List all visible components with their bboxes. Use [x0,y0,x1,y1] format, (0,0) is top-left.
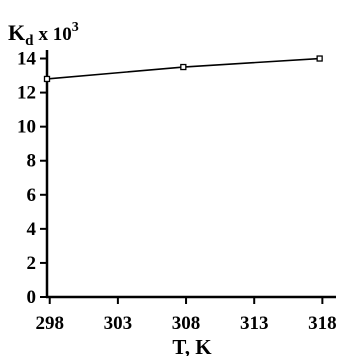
y-axis-title-base: K [8,20,25,45]
y-tick-label: 8 [27,151,37,172]
y-tick-label: 4 [27,219,37,240]
y-tick-label: 10 [17,117,36,138]
x-tick-label: 313 [240,313,269,334]
y-tick-label: 2 [27,253,37,274]
data-point [316,55,323,62]
y-ticks: 0 2 4 6 8 10 12 14 [17,49,47,308]
x-axis-title: T, K [172,335,212,356]
y-tick-label: 12 [17,83,36,104]
y-tick-label: 6 [27,185,37,206]
x-tick-label: 303 [104,313,133,334]
data-point [43,75,51,83]
x-ticks: 298 303 308 313 318 [35,297,337,334]
data-point [180,63,187,71]
x-tick-label: 318 [308,313,337,334]
y-axis-title-sub: d [25,33,34,49]
x-tick-label: 298 [35,313,64,334]
y-axis-title: Kd x 103 [8,20,79,49]
y-axis-title-sup: 3 [72,20,79,35]
y-axis-title-times: x 10 [38,24,71,45]
y-tick-label: 14 [17,49,37,70]
series [43,55,323,83]
axes [45,50,336,299]
x-tick-label: 308 [172,313,201,334]
y-tick-label: 0 [27,287,37,308]
